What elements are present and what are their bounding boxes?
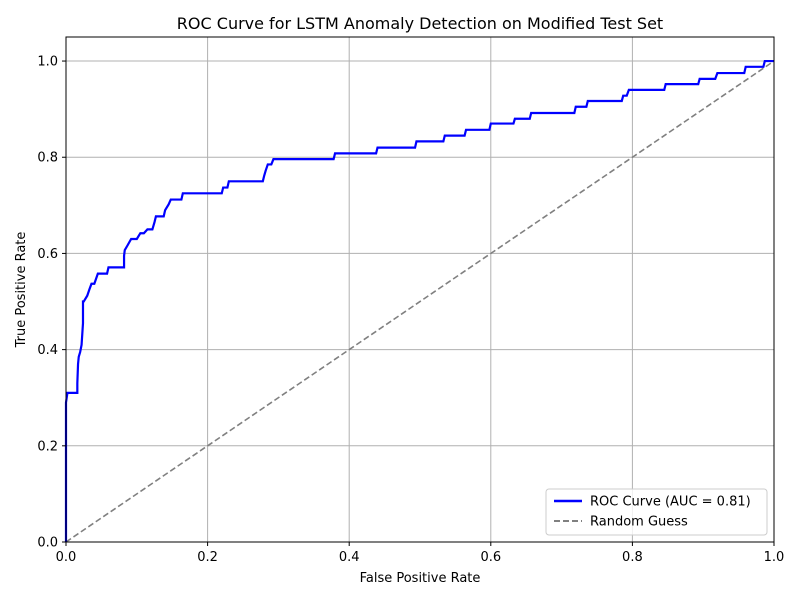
legend-random-label: Random Guess xyxy=(590,515,688,530)
y-axis-label: True Positive Rate xyxy=(14,232,29,349)
chart-title: ROC Curve for LSTM Anomaly Detection on … xyxy=(177,14,663,33)
legend: ROC Curve (AUC = 0.81) Random Guess xyxy=(545,488,768,536)
x-tick-label: 0.4 xyxy=(339,550,360,565)
y-tick-label: 0.8 xyxy=(37,151,58,166)
x-tick-label: 0.6 xyxy=(480,550,501,565)
random-guess-line xyxy=(65,60,775,543)
x-tick-label: 0.0 xyxy=(56,550,77,565)
x-tick-label: 1.0 xyxy=(764,550,785,565)
y-tick-label: 0.0 xyxy=(37,536,58,551)
y-tick-label: 0.6 xyxy=(37,247,58,262)
grid-lines xyxy=(65,37,775,543)
series-layer xyxy=(64,59,775,543)
y-tick-label: 0.4 xyxy=(37,343,58,358)
x-tick-label: 0.2 xyxy=(197,550,218,565)
x-tick-label: 0.8 xyxy=(622,550,643,565)
y-axis: 0.0 0.2 0.4 0.6 0.8 1.0 xyxy=(37,55,66,551)
y-tick-label: 0.2 xyxy=(37,439,58,454)
legend-box xyxy=(545,488,768,536)
x-axis: 0.0 0.2 0.4 0.6 0.8 1.0 xyxy=(56,542,785,565)
roc-curve-line xyxy=(64,59,774,542)
plot-frame xyxy=(65,36,775,543)
x-axis-label: False Positive Rate xyxy=(360,571,481,586)
legend-roc-label: ROC Curve (AUC = 0.81) xyxy=(590,495,751,510)
y-tick-label: 1.0 xyxy=(37,55,58,70)
